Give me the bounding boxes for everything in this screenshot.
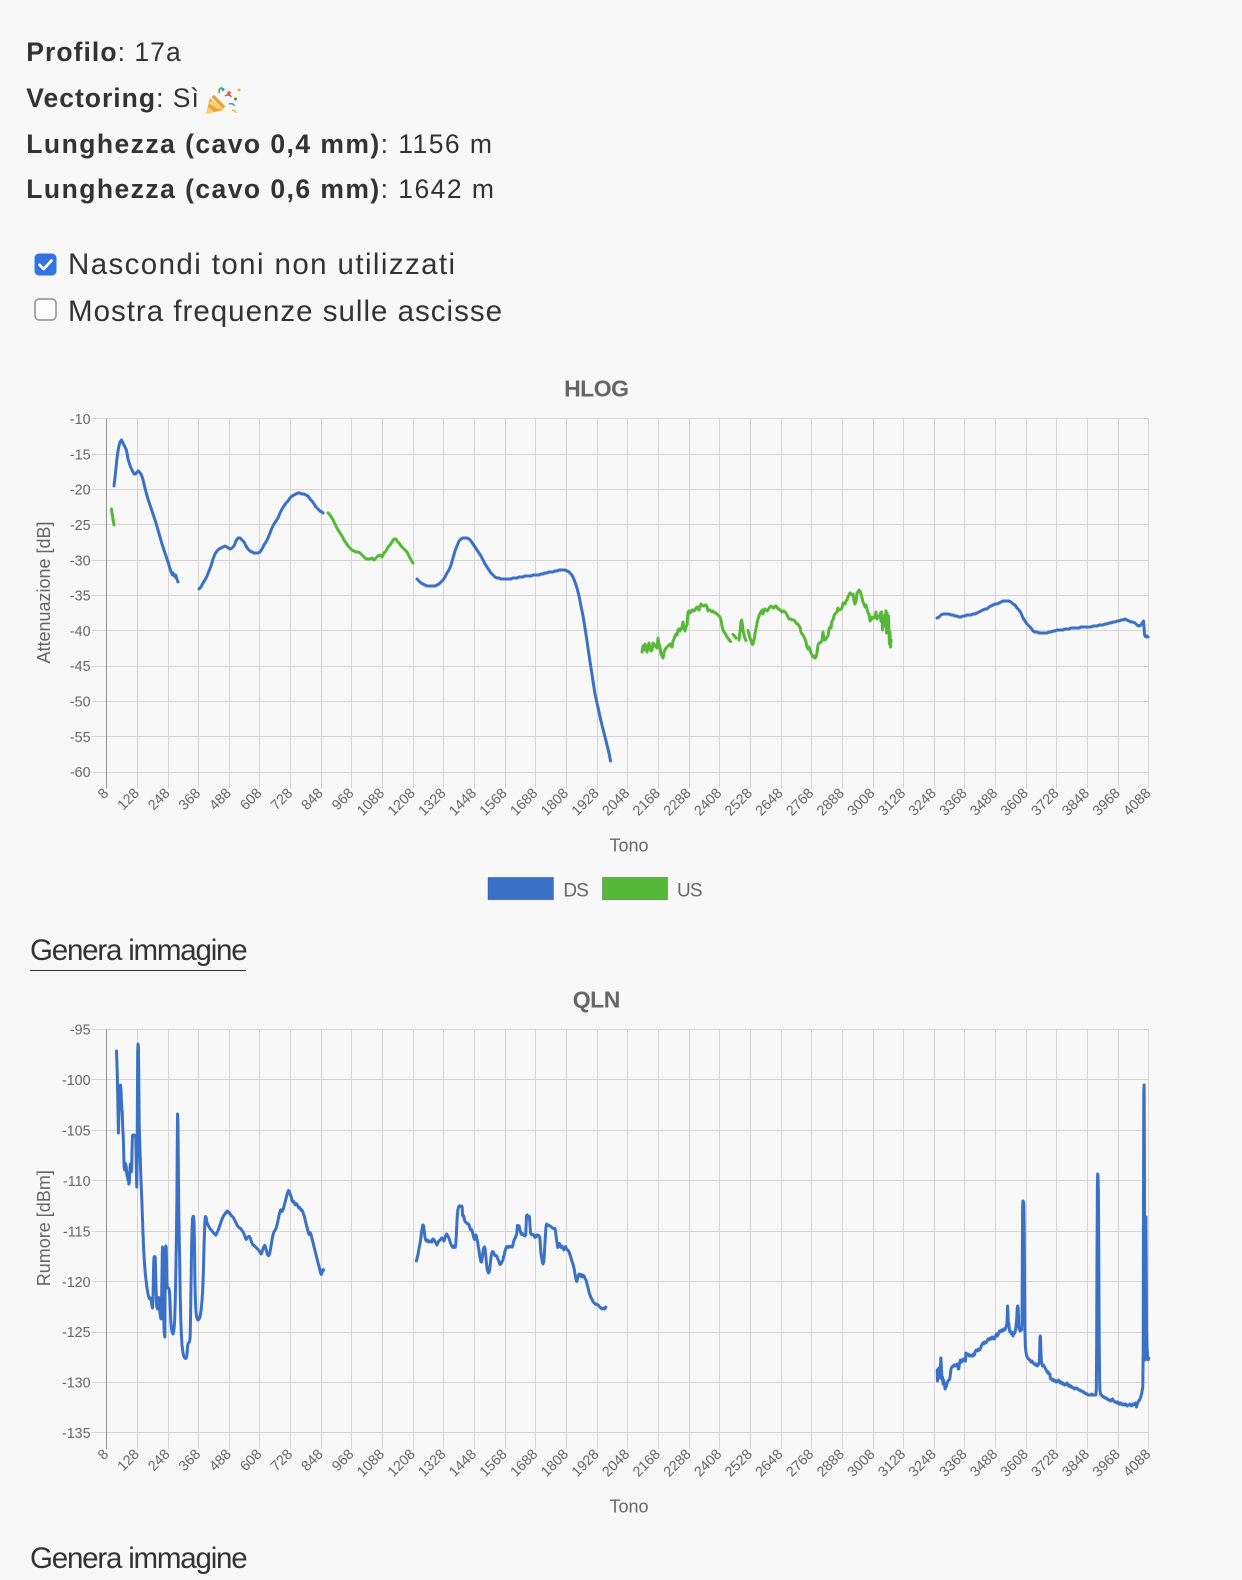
svg-text:1928: 1928 [569,1446,603,1480]
svg-text:3848: 3848 [1059,785,1093,819]
svg-text:128: 128 [115,785,143,813]
svg-text:1208: 1208 [385,785,419,819]
svg-text:2288: 2288 [661,785,695,819]
svg-text:2048: 2048 [599,785,633,819]
svg-text:-20: -20 [70,483,91,499]
svg-text:2648: 2648 [753,1446,787,1480]
svg-text:-105: -105 [62,1123,91,1139]
svg-text:1928: 1928 [569,785,603,819]
svg-text:-15: -15 [70,447,91,463]
svg-text:968: 968 [329,785,357,813]
svg-text:2168: 2168 [630,785,664,819]
svg-text:1328: 1328 [415,1446,449,1480]
svg-text:3848: 3848 [1059,1446,1093,1480]
svg-text:2408: 2408 [691,1446,725,1480]
svg-text:-125: -125 [62,1325,91,1341]
svg-text:-95: -95 [70,1023,91,1039]
svg-text:3368: 3368 [937,1446,971,1480]
svg-text:2528: 2528 [722,1446,756,1480]
svg-text:-60: -60 [70,765,91,781]
svg-text:-45: -45 [70,659,91,675]
svg-text:3968: 3968 [1090,1446,1124,1480]
svg-text:-30: -30 [70,553,91,569]
svg-text:Rumore [dBm]: Rumore [dBm] [34,1170,54,1286]
svg-text:3128: 3128 [875,1446,909,1480]
svg-text:128: 128 [115,1446,143,1474]
svg-text:1808: 1808 [538,785,572,819]
svg-text:8: 8 [95,1446,112,1463]
svg-text:1688: 1688 [507,785,541,819]
svg-text:4088: 4088 [1121,1446,1155,1480]
svg-text:-50: -50 [70,695,91,711]
svg-text:-115: -115 [63,1224,91,1240]
svg-text:848: 848 [299,785,327,813]
svg-text:968: 968 [329,1446,357,1474]
svg-text:3488: 3488 [967,1446,1001,1480]
svg-text:248: 248 [145,1446,173,1474]
svg-text:488: 488 [207,785,235,813]
svg-text:1808: 1808 [538,1446,572,1480]
svg-text:368: 368 [176,1446,204,1474]
svg-text:2288: 2288 [661,1446,695,1480]
svg-text:1208: 1208 [385,1446,419,1480]
svg-text:848: 848 [299,1446,327,1474]
svg-text:3008: 3008 [845,1446,879,1480]
svg-text:-35: -35 [70,589,91,605]
svg-text:4088: 4088 [1121,785,1155,819]
svg-text:-25: -25 [70,518,91,534]
svg-text:3128: 3128 [875,785,909,819]
svg-text:1088: 1088 [354,1446,388,1480]
svg-text:3608: 3608 [998,785,1032,819]
svg-text:DS: DS [563,880,588,901]
svg-text:3008: 3008 [845,785,879,819]
svg-text:3728: 3728 [1029,785,1063,819]
svg-text:-130: -130 [62,1376,91,1392]
svg-text:-40: -40 [70,624,91,640]
svg-text:1688: 1688 [507,1446,541,1480]
svg-text:-135: -135 [62,1426,91,1442]
svg-text:368: 368 [176,785,204,813]
svg-text:2168: 2168 [630,1446,664,1480]
svg-text:US: US [677,880,702,901]
svg-text:1448: 1448 [446,785,480,819]
svg-text:3728: 3728 [1029,1446,1063,1480]
svg-text:HLOG: HLOG [564,376,628,402]
svg-text:-110: -110 [63,1174,91,1190]
svg-text:2528: 2528 [722,785,756,819]
svg-text:3368: 3368 [937,785,971,819]
svg-text:8: 8 [95,785,112,802]
svg-text:2408: 2408 [691,785,725,819]
svg-text:2048: 2048 [599,1446,633,1480]
svg-text:2768: 2768 [783,1446,817,1480]
svg-text:Tono: Tono [609,835,648,855]
svg-text:608: 608 [237,785,265,813]
svg-text:728: 728 [268,1446,296,1474]
svg-text:3248: 3248 [906,785,940,819]
svg-text:2648: 2648 [753,785,787,819]
svg-text:1448: 1448 [446,1446,480,1480]
svg-text:2888: 2888 [814,1446,848,1480]
svg-text:2888: 2888 [814,785,848,819]
svg-text:QLN: QLN [573,986,620,1012]
svg-text:728: 728 [268,785,296,813]
svg-text:1568: 1568 [477,1446,511,1480]
svg-text:-10: -10 [70,412,91,428]
svg-text:-55: -55 [70,730,91,746]
svg-text:3968: 3968 [1090,785,1124,819]
svg-text:-100: -100 [62,1073,91,1089]
svg-text:3488: 3488 [967,785,1001,819]
svg-text:1328: 1328 [415,785,449,819]
svg-text:2768: 2768 [783,785,817,819]
svg-text:3608: 3608 [998,1446,1032,1480]
svg-text:488: 488 [207,1446,235,1474]
svg-text:-120: -120 [62,1275,91,1291]
svg-text:248: 248 [145,785,173,813]
svg-text:Attenuazione [dB]: Attenuazione [dB] [34,521,54,663]
svg-text:3248: 3248 [906,1446,940,1480]
svg-text:608: 608 [237,1446,265,1474]
svg-text:1568: 1568 [477,785,511,819]
svg-text:Tono: Tono [609,1496,648,1516]
svg-text:1088: 1088 [354,785,388,819]
